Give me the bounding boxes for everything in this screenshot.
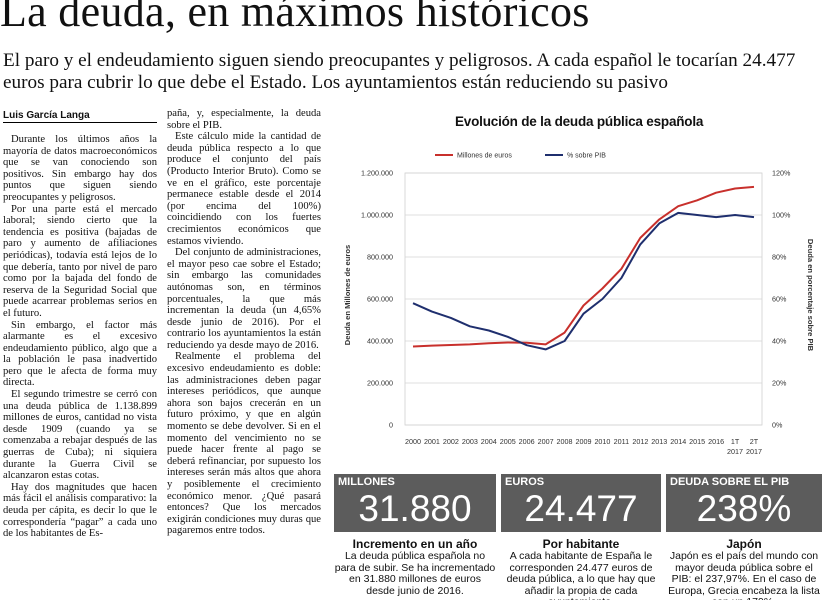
debt-chart: 0 200.000 400.000 600.000 800.000 1.000.000 1.… <box>330 135 824 467</box>
left-axis-ticks: 0 200.000 400.000 600.000 800.000 1.000.000 1.… <box>361 169 393 430</box>
paragraph: Durante los últimos años la mayoría de d… <box>3 134 157 203</box>
x-tick-label: 2011 <box>614 437 629 446</box>
right-axis-ticks: 0% 20% 40% 60% 80% 100% 120% <box>772 169 791 430</box>
right-tick-label: 80% <box>772 253 787 262</box>
left-tick-label: 1.000.000 <box>361 211 393 220</box>
paragraph: Sin embargo, el factor más alarmante es … <box>3 319 157 389</box>
left-tick-label: 1.200.000 <box>361 169 393 178</box>
left-tick-label: 600.000 <box>367 295 393 304</box>
x-tick-label: 1T 2017 <box>727 437 743 456</box>
x-tick-label: 2014 <box>670 437 686 446</box>
left-tick-label: 200.000 <box>367 379 393 388</box>
x-tick-label: 2012 <box>632 437 648 446</box>
paragraph: Por una parte está el mercado laboral; s… <box>3 203 157 319</box>
stat-description: La deuda pública española no para de sub… <box>334 551 496 597</box>
stat-box-millones: MILLONES 31.880 <box>334 474 496 532</box>
headline: La deuda, en máximos históricos <box>0 0 590 36</box>
x-tick-label: 2007 <box>538 437 554 446</box>
paragraph: Del conjunto de administraciones, el may… <box>167 247 321 351</box>
x-tick-label: 2013 <box>651 437 667 446</box>
left-tick-label: 800.000 <box>367 253 393 262</box>
stat-label: MILLONES <box>338 476 395 488</box>
chart-legend: Millones de euros % sobre PIB <box>435 153 606 160</box>
left-tick-label: 0 <box>389 421 393 430</box>
right-tick-label: 0% <box>772 421 783 430</box>
article-column-2: paña, y, especialmente, la deuda sobre e… <box>167 108 321 600</box>
x-tick-label: 2000 <box>405 437 421 446</box>
x-tick-label: 2010 <box>594 437 610 446</box>
x-tick-label: 2001 <box>424 437 440 446</box>
x-tick-label: 2009 <box>576 437 592 446</box>
subheadline: El paro y el endeudamiento siguen siendo… <box>3 50 796 93</box>
article-column-1: Durante los últimos años la mayoría de d… <box>3 134 157 600</box>
chart-grid <box>404 172 763 426</box>
stat-label: DEUDA SOBRE EL PIB <box>670 476 790 488</box>
left-tick-label: 400.000 <box>367 337 393 346</box>
stat-description: Japón es el país del mundo con mayor deu… <box>668 551 820 600</box>
stat-label: EUROS <box>505 476 545 488</box>
chart-series <box>412 185 755 351</box>
paragraph: Hay dos magnitudes que hacen más fácil e… <box>3 481 157 540</box>
x-tick-label: 2003 <box>462 437 478 446</box>
x-tick-label: 2005 <box>500 437 516 446</box>
x-tick-label: 2T 2017 <box>746 437 762 456</box>
x-axis-ticks: 2000 2001 2002 2003 2004 2005 2006 2007 2008 2009… <box>405 437 762 456</box>
stat-box-euros: EUROS 24.477 <box>501 474 661 532</box>
stat-value: 24.477 <box>524 488 638 529</box>
byline: Luis García Langa <box>3 110 90 121</box>
x-tick-label: 2008 <box>557 437 573 446</box>
left-axis-title: Deuda en Millones de euros <box>343 245 352 345</box>
right-tick-label: 20% <box>772 379 787 388</box>
legend-label: Millones de euros <box>457 153 512 160</box>
legend-label: % sobre PIB <box>567 153 606 160</box>
series-line-millones <box>412 185 755 348</box>
right-tick-label: 100% <box>772 211 791 220</box>
stat-subtitle: Por habitante <box>542 537 620 551</box>
stat-description: A cada habitante de España le correspond… <box>506 551 656 600</box>
x-tick-label: 2016 <box>708 437 724 446</box>
stat-value: 31.880 <box>358 488 472 529</box>
chart-title: Evolución de la deuda pública española <box>455 114 704 129</box>
stat-value: 238% <box>696 488 792 529</box>
right-tick-label: 120% <box>772 169 791 178</box>
right-tick-label: 40% <box>772 337 787 346</box>
x-tick-label: 2006 <box>519 437 535 446</box>
paragraph: Realmente el problema del excesivo endeu… <box>167 351 321 537</box>
x-tick-label: 2015 <box>689 437 705 446</box>
stat-box-deuda-pib: DEUDA SOBRE EL PIB 238% <box>666 474 822 532</box>
x-tick-label: 2002 <box>443 437 459 446</box>
right-axis-title: Deuda en porcentaje sobre PIB <box>806 239 815 352</box>
series-line-pib <box>412 211 755 351</box>
stat-subtitle: Incremento en un año <box>352 537 478 551</box>
x-tick-label: 2004 <box>481 437 497 446</box>
paragraph-continued: paña, y, especialmente, la deuda sobre e… <box>167 108 321 131</box>
byline-rule <box>3 122 157 123</box>
right-tick-label: 60% <box>772 295 787 304</box>
paragraph: El segundo trimestre se cerró con una de… <box>3 389 157 482</box>
paragraph: Este cálculo mide la cantidad de deuda p… <box>167 131 321 247</box>
stat-subtitle: Japón <box>726 537 762 551</box>
